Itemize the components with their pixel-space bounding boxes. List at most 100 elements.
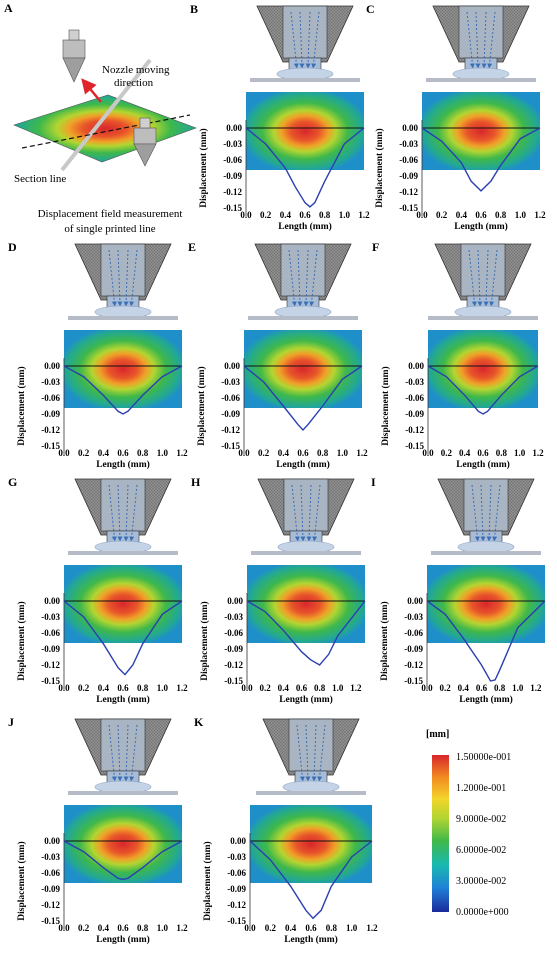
y-tick-label: -0.15 xyxy=(41,916,60,926)
displacement-profile-line xyxy=(63,840,183,881)
panels-group: B 0.00 -0.03 -0.06 -0.09 -0.12 -0.15 Displaceme… xyxy=(8,2,546,945)
displacement-heatmap xyxy=(247,565,365,643)
displacement-heatmap xyxy=(64,805,182,883)
x-tick-label: 0.4 xyxy=(285,923,297,933)
x-tick-label: 1.2 xyxy=(358,210,370,220)
x-tick-label: 0.0 xyxy=(421,683,433,693)
x-tick-label: 1.0 xyxy=(346,923,358,933)
y-tick-label: 0.00 xyxy=(408,361,424,371)
y-tick-label: -0.12 xyxy=(223,187,242,197)
x-tick-label: 0.0 xyxy=(58,923,70,933)
nozzle-icon xyxy=(74,718,172,784)
x-tick-label: 0.0 xyxy=(238,448,250,458)
x-axis-label: Length (mm) xyxy=(284,934,338,945)
panel-f: F 0.00 -0.03 -0.06 -0.09 -0.12 -0.15 Displaceme… xyxy=(372,240,544,470)
x-tick-label: 0.0 xyxy=(416,210,428,220)
y-tick-label: -0.03 xyxy=(405,377,424,387)
y-tick-label: -0.12 xyxy=(41,660,60,670)
y-axis-label: Displacement (mm) xyxy=(198,128,209,207)
x-tick-label: 0.0 xyxy=(58,448,70,458)
substrate xyxy=(251,551,361,555)
x-tick-label: 0.4 xyxy=(459,448,471,458)
y-tick-label: -0.15 xyxy=(224,676,243,686)
x-tick-label: 1.0 xyxy=(332,683,344,693)
y-tick-label: -0.03 xyxy=(404,612,423,622)
y-axis-label: Displacement (mm) xyxy=(380,366,391,445)
substrate xyxy=(68,316,178,320)
colorbar-gradient xyxy=(432,755,449,912)
y-tick-label: -0.03 xyxy=(399,139,418,149)
x-tick-label: 0.8 xyxy=(494,683,506,693)
x-tick-label: 0.4 xyxy=(456,210,468,220)
y-tick-label: -0.12 xyxy=(404,660,423,670)
x-axis-label: Length (mm) xyxy=(96,934,150,945)
colorbar-unit: [mm] xyxy=(426,729,449,740)
y-axis-label: Displacement (mm) xyxy=(196,366,207,445)
displacement-profile-line xyxy=(246,600,366,666)
y-tick-label: -0.15 xyxy=(41,676,60,686)
panel-b: B 0.00 -0.03 -0.06 -0.09 -0.12 -0.15 Displaceme… xyxy=(190,2,370,232)
substrate xyxy=(256,791,366,795)
x-tick-label: 0.8 xyxy=(314,683,326,693)
y-axis-label: Displacement (mm) xyxy=(16,601,27,680)
nozzle-icon xyxy=(254,243,352,309)
x-tick-label: 0.2 xyxy=(265,923,277,933)
y-tick-label: 0.00 xyxy=(44,596,60,606)
y-axis-label: Displacement (mm) xyxy=(16,841,27,920)
x-tick-label: 1.0 xyxy=(514,448,526,458)
y-tick-label: -0.03 xyxy=(224,612,243,622)
nozzle-icon xyxy=(256,5,354,71)
x-tick-label: 0.0 xyxy=(58,683,70,693)
y-tick-label: 0.00 xyxy=(407,596,423,606)
x-tick-label: 0.6 xyxy=(299,210,311,220)
displacement-profile-line xyxy=(249,840,373,920)
nozzle-icon xyxy=(257,478,355,544)
y-tick-label: 0.00 xyxy=(402,123,418,133)
printed-line-track xyxy=(60,58,152,172)
x-tick-label: 0.6 xyxy=(476,683,488,693)
panel-h: H 0.00 -0.03 -0.06 -0.09 -0.12 -0.15 Displaceme… xyxy=(191,475,366,705)
nozzle-icon xyxy=(74,478,172,544)
x-tick-label: 1.0 xyxy=(157,683,169,693)
displacement-heatmap xyxy=(250,805,372,883)
x-tick-label: 0.2 xyxy=(440,683,452,693)
x-tick-label: 1.2 xyxy=(350,683,362,693)
y-tick-label: -0.15 xyxy=(399,203,418,213)
panel-g: G 0.00 -0.03 -0.06 -0.09 -0.12 -0.15 Displaceme… xyxy=(8,475,188,705)
panel-label: K xyxy=(194,715,204,729)
x-tick-label: 0.2 xyxy=(258,448,270,458)
y-tick-label: -0.06 xyxy=(224,628,243,638)
y-tick-label: -0.12 xyxy=(224,660,243,670)
x-tick-label: 1.2 xyxy=(176,683,188,693)
y-tick-label: -0.06 xyxy=(227,868,246,878)
x-tick-label: 0.4 xyxy=(98,448,110,458)
substrate xyxy=(68,551,178,555)
y-tick-label: -0.09 xyxy=(224,644,243,654)
panel-label: G xyxy=(8,475,17,489)
y-tick-label: -0.15 xyxy=(405,441,424,451)
colorbar-tick: 6.0000e-002 xyxy=(456,845,506,856)
y-tick-label: 0.00 xyxy=(44,361,60,371)
x-tick-label: 0.8 xyxy=(496,448,508,458)
x-tick-label: 0.6 xyxy=(297,448,309,458)
x-tick-label: 1.2 xyxy=(530,683,542,693)
x-tick-label: 1.2 xyxy=(366,923,378,933)
x-axis-label: Length (mm) xyxy=(454,221,508,232)
caption-line1: Displacement field measurement xyxy=(38,208,183,220)
x-tick-label: 0.4 xyxy=(278,448,290,458)
y-tick-label: -0.06 xyxy=(41,868,60,878)
panel-label-a: A xyxy=(4,1,13,15)
x-tick-label: 0.8 xyxy=(137,923,149,933)
x-tick-label: 0.0 xyxy=(422,448,434,458)
x-tick-label: 0.2 xyxy=(78,683,90,693)
y-tick-label: -0.12 xyxy=(221,425,240,435)
nozzle-icon xyxy=(437,478,535,544)
y-tick-label: -0.03 xyxy=(223,139,242,149)
x-tick-label: 0.2 xyxy=(436,210,448,220)
annotation-direction-line1: Nozzle moving xyxy=(102,64,170,76)
x-tick-label: 0.6 xyxy=(477,448,489,458)
colorbar-tick: 1.2000e-001 xyxy=(456,783,506,794)
y-tick-label: -0.12 xyxy=(41,425,60,435)
section-line xyxy=(21,114,191,149)
y-tick-label: -0.03 xyxy=(41,612,60,622)
